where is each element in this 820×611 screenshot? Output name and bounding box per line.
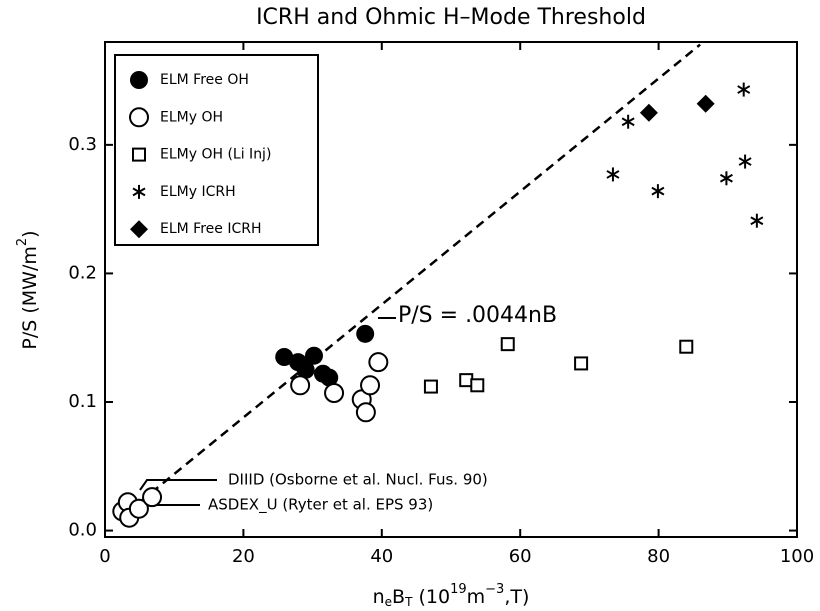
data-point [296, 360, 315, 379]
data-point [142, 487, 163, 508]
x-label-part: n [373, 586, 385, 608]
x-label-part: T [404, 595, 413, 609]
legend-label: ELMy OH [160, 109, 223, 125]
x-tick-label: 100 [780, 546, 814, 567]
data-point [470, 378, 485, 393]
x-label-part: B [392, 586, 405, 608]
data-point [574, 356, 589, 371]
y-label-part: P/S (MW/m [19, 246, 41, 349]
data-point [128, 498, 149, 519]
data-point [320, 368, 339, 387]
x-label-part: ,T) [504, 586, 529, 608]
data-point [651, 184, 665, 199]
x-tick-label: 0 [99, 546, 110, 567]
legend-label: ELMy ICRH [160, 184, 236, 200]
data-point [639, 103, 658, 122]
legend-marker [130, 220, 148, 239]
legend-label: ELMy OH (Li Inj) [160, 147, 271, 163]
data-point [304, 346, 323, 365]
data-point [696, 94, 715, 113]
data-point [621, 114, 635, 129]
fit-line [138, 43, 701, 504]
data-point [737, 82, 751, 97]
data-point [355, 402, 376, 423]
x-label-part: (10 [412, 586, 450, 608]
chart-title: ICRH and Ohmic H–Mode Threshold [256, 5, 646, 30]
data-point [275, 348, 294, 366]
data-point [750, 213, 764, 228]
x-tick-label: 60 [509, 546, 532, 567]
data-point [738, 154, 752, 169]
data-point [290, 375, 311, 396]
y-label-part: ) [19, 230, 41, 237]
data-point [324, 383, 345, 403]
y-label-part: 2 [15, 238, 30, 246]
y-tick-label: 0.1 [68, 391, 97, 412]
asterisk-stroke [651, 186, 665, 196]
plot-frame [104, 41, 798, 538]
legend-marker [132, 184, 146, 199]
legend-label: ELM Free OH [160, 72, 249, 88]
data-point [368, 352, 389, 373]
data-point [606, 167, 620, 182]
legend-box [114, 54, 319, 246]
x-label-part: 19 [450, 582, 467, 597]
legend-marker [132, 147, 146, 162]
y-tick-label: 0.0 [68, 520, 97, 541]
x-tick-label: 80 [647, 546, 670, 567]
data-point [500, 337, 515, 352]
asterisk-stroke [606, 170, 620, 179]
asterisk-stroke [737, 85, 751, 94]
leader-line [139, 479, 217, 491]
data-point [360, 375, 381, 396]
data-point [719, 171, 733, 186]
legend-marker [130, 71, 148, 89]
asterisk-stroke [750, 216, 764, 226]
asterisk-stroke [738, 157, 752, 166]
data-point [423, 379, 438, 394]
annotation: DIIID (Osborne et al. Nucl. Fus. 90) [228, 471, 488, 489]
y-tick-label: 0.3 [68, 134, 97, 155]
fit-label: P/S = .0044nB [398, 303, 557, 328]
x-label-part: e [385, 595, 392, 609]
x-label-part: m [467, 586, 486, 608]
asterisk-stroke [132, 187, 146, 197]
asterisk-stroke [719, 173, 733, 183]
legend-label: ELM Free ICRH [160, 221, 262, 237]
x-axis-label: neBT (1019m−3,T) [373, 582, 530, 609]
x-tick-label: 40 [370, 546, 393, 567]
y-axis-label: P/S (MW/m2) [15, 230, 41, 349]
asterisk-stroke [621, 117, 635, 127]
data-point [356, 324, 375, 343]
data-point [679, 339, 694, 354]
x-tick-label: 20 [232, 546, 255, 567]
y-tick-label: 0.2 [68, 262, 97, 283]
legend-marker [129, 107, 149, 128]
x-label-part: −3 [485, 582, 504, 597]
annotation: ASDEX_U (Ryter et al. EPS 93) [208, 496, 433, 515]
